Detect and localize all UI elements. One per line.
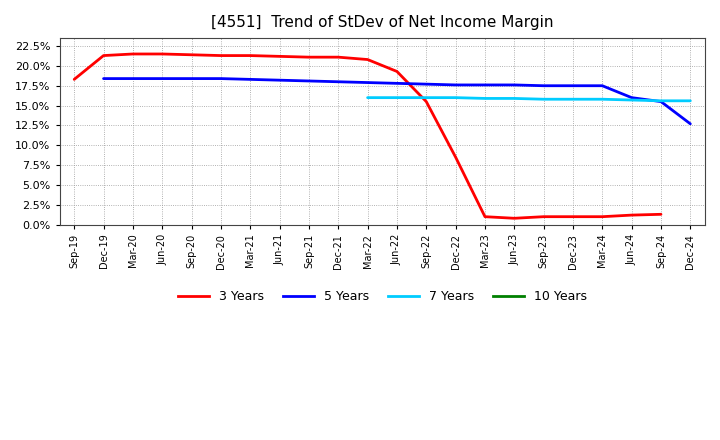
5 Years bbox=[481, 82, 490, 88]
5 Years bbox=[510, 82, 518, 88]
3 Years bbox=[217, 53, 225, 58]
3 Years bbox=[275, 54, 284, 59]
3 Years bbox=[305, 55, 313, 60]
3 Years bbox=[99, 53, 108, 58]
7 Years bbox=[539, 97, 548, 102]
3 Years bbox=[334, 55, 343, 60]
5 Years bbox=[364, 80, 372, 85]
5 Years bbox=[627, 95, 636, 100]
5 Years bbox=[392, 81, 401, 86]
5 Years bbox=[422, 81, 431, 87]
Line: 3 Years: 3 Years bbox=[74, 54, 661, 218]
5 Years bbox=[334, 79, 343, 84]
7 Years bbox=[569, 97, 577, 102]
5 Years bbox=[451, 82, 460, 88]
5 Years bbox=[275, 77, 284, 83]
3 Years bbox=[392, 69, 401, 74]
3 Years bbox=[539, 214, 548, 219]
7 Years bbox=[451, 95, 460, 100]
Title: [4551]  Trend of StDev of Net Income Margin: [4551] Trend of StDev of Net Income Marg… bbox=[211, 15, 554, 30]
7 Years bbox=[364, 95, 372, 100]
3 Years bbox=[70, 77, 78, 82]
3 Years bbox=[246, 53, 255, 58]
5 Years bbox=[657, 99, 665, 104]
7 Years bbox=[686, 98, 695, 103]
5 Years bbox=[246, 77, 255, 82]
3 Years bbox=[158, 51, 166, 57]
5 Years bbox=[187, 76, 196, 81]
3 Years bbox=[657, 212, 665, 217]
7 Years bbox=[598, 97, 607, 102]
Line: 5 Years: 5 Years bbox=[104, 79, 690, 124]
3 Years bbox=[422, 99, 431, 104]
5 Years bbox=[569, 83, 577, 88]
5 Years bbox=[99, 76, 108, 81]
3 Years bbox=[510, 216, 518, 221]
5 Years bbox=[158, 76, 166, 81]
5 Years bbox=[598, 83, 607, 88]
7 Years bbox=[392, 95, 401, 100]
5 Years bbox=[217, 76, 225, 81]
5 Years bbox=[686, 121, 695, 126]
7 Years bbox=[481, 96, 490, 101]
3 Years bbox=[598, 214, 607, 219]
3 Years bbox=[451, 154, 460, 160]
7 Years bbox=[627, 97, 636, 103]
7 Years bbox=[657, 98, 665, 103]
3 Years bbox=[569, 214, 577, 219]
5 Years bbox=[305, 78, 313, 84]
7 Years bbox=[422, 95, 431, 100]
5 Years bbox=[129, 76, 138, 81]
3 Years bbox=[364, 57, 372, 62]
3 Years bbox=[187, 52, 196, 57]
3 Years bbox=[129, 51, 138, 57]
Line: 7 Years: 7 Years bbox=[368, 98, 690, 101]
Legend: 3 Years, 5 Years, 7 Years, 10 Years: 3 Years, 5 Years, 7 Years, 10 Years bbox=[173, 285, 592, 308]
7 Years bbox=[510, 96, 518, 101]
5 Years bbox=[539, 83, 548, 88]
3 Years bbox=[481, 214, 490, 219]
3 Years bbox=[627, 213, 636, 218]
